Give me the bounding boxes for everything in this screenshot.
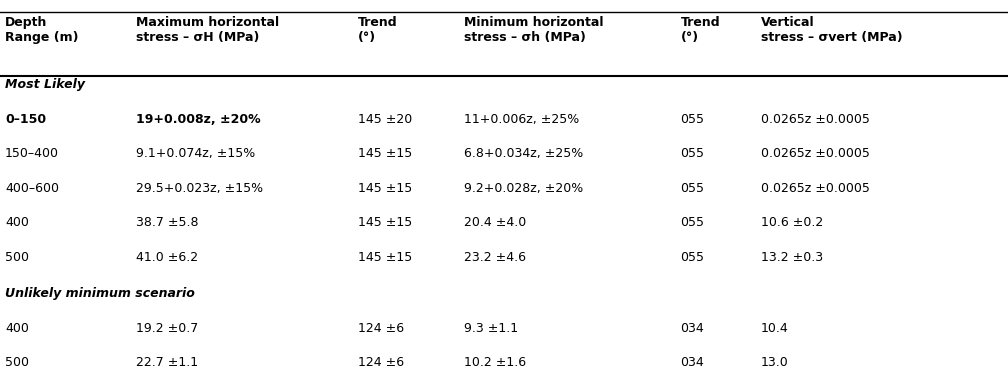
- Text: Most Likely: Most Likely: [5, 78, 85, 91]
- Text: Vertical
stress – σvert (MPa): Vertical stress – σvert (MPa): [761, 16, 903, 44]
- Text: 150–400: 150–400: [5, 147, 59, 160]
- Text: 11+0.006z, ±25%: 11+0.006z, ±25%: [464, 113, 579, 126]
- Text: 124 ±6: 124 ±6: [358, 356, 404, 369]
- Text: 500: 500: [5, 251, 29, 264]
- Text: 6.8+0.034z, ±25%: 6.8+0.034z, ±25%: [464, 147, 583, 160]
- Text: 145 ±15: 145 ±15: [358, 216, 412, 229]
- Text: 38.7 ±5.8: 38.7 ±5.8: [136, 216, 199, 229]
- Text: 055: 055: [680, 147, 705, 160]
- Text: Minimum horizontal
stress – σh (MPa): Minimum horizontal stress – σh (MPa): [464, 16, 603, 44]
- Text: 10.6 ±0.2: 10.6 ±0.2: [761, 216, 824, 229]
- Text: 055: 055: [680, 216, 705, 229]
- Text: 400: 400: [5, 322, 29, 335]
- Text: 400: 400: [5, 216, 29, 229]
- Text: 13.0: 13.0: [761, 356, 789, 369]
- Text: 13.2 ±0.3: 13.2 ±0.3: [761, 251, 824, 264]
- Text: 41.0 ±6.2: 41.0 ±6.2: [136, 251, 199, 264]
- Text: 23.2 ±4.6: 23.2 ±4.6: [464, 251, 526, 264]
- Text: 9.1+0.074z, ±15%: 9.1+0.074z, ±15%: [136, 147, 255, 160]
- Text: 0.0265z ±0.0005: 0.0265z ±0.0005: [761, 113, 870, 126]
- Text: 19.2 ±0.7: 19.2 ±0.7: [136, 322, 199, 335]
- Text: 145 ±15: 145 ±15: [358, 147, 412, 160]
- Text: Trend
(°): Trend (°): [358, 16, 397, 44]
- Text: 0.0265z ±0.0005: 0.0265z ±0.0005: [761, 147, 870, 160]
- Text: 034: 034: [680, 356, 705, 369]
- Text: 10.2 ±1.6: 10.2 ±1.6: [464, 356, 526, 369]
- Text: 29.5+0.023z, ±15%: 29.5+0.023z, ±15%: [136, 182, 263, 195]
- Text: 055: 055: [680, 182, 705, 195]
- Text: 10.4: 10.4: [761, 322, 789, 335]
- Text: 145 ±20: 145 ±20: [358, 113, 412, 126]
- Text: 500: 500: [5, 356, 29, 369]
- Text: 055: 055: [680, 113, 705, 126]
- Text: Trend
(°): Trend (°): [680, 16, 720, 44]
- Text: Unlikely minimum scenario: Unlikely minimum scenario: [5, 287, 195, 300]
- Text: 22.7 ±1.1: 22.7 ±1.1: [136, 356, 199, 369]
- Text: 145 ±15: 145 ±15: [358, 182, 412, 195]
- Text: 0–150: 0–150: [5, 113, 46, 126]
- Text: 124 ±6: 124 ±6: [358, 322, 404, 335]
- Text: 400–600: 400–600: [5, 182, 59, 195]
- Text: 145 ±15: 145 ±15: [358, 251, 412, 264]
- Text: 034: 034: [680, 322, 705, 335]
- Text: Maximum horizontal
stress – σH (MPa): Maximum horizontal stress – σH (MPa): [136, 16, 279, 44]
- Text: 055: 055: [680, 251, 705, 264]
- Text: 9.3 ±1.1: 9.3 ±1.1: [464, 322, 518, 335]
- Text: Depth
Range (m): Depth Range (m): [5, 16, 79, 44]
- Text: 20.4 ±4.0: 20.4 ±4.0: [464, 216, 526, 229]
- Text: 19+0.008z, ±20%: 19+0.008z, ±20%: [136, 113, 261, 126]
- Text: 0.0265z ±0.0005: 0.0265z ±0.0005: [761, 182, 870, 195]
- Text: 9.2+0.028z, ±20%: 9.2+0.028z, ±20%: [464, 182, 583, 195]
